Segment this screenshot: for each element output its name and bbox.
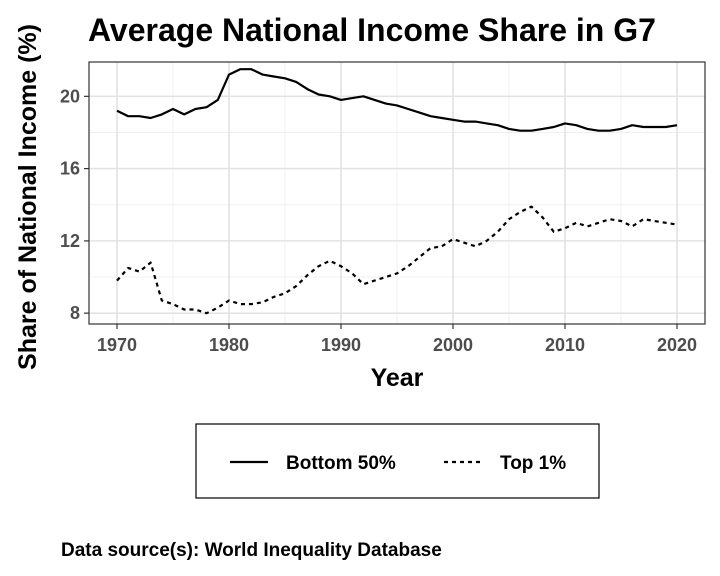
x-axis-ticks: 1970 1980 1990 2000 2010 2020 [97, 324, 697, 355]
chart-title: Average National Income Share in G7 [88, 12, 656, 48]
data-source-note: Data source(s): World Inequality Databas… [61, 540, 442, 561]
legend-label-bottom-50: Bottom 50% [286, 453, 396, 474]
gridlines [89, 62, 705, 324]
plot-panel-border [88, 61, 706, 325]
y-axis-ticks: 8 12 16 20 [60, 86, 89, 323]
x-tick-label: 1980 [209, 335, 249, 355]
series-lines [116, 68, 678, 315]
y-axis-title: Share of National Income (%) [14, 24, 42, 370]
x-tick-label: 1990 [321, 335, 361, 355]
x-tick-label: 2000 [433, 335, 473, 355]
x-tick-label: 2010 [545, 335, 585, 355]
legend-label-top-1: Top 1% [500, 453, 566, 474]
x-tick-label: 2020 [657, 335, 697, 355]
y-tick-label: 16 [60, 159, 80, 179]
x-tick-label: 1970 [97, 335, 137, 355]
series-line-top-1 [116, 205, 678, 315]
legend: Bottom 50% Top 1% [195, 423, 600, 499]
y-tick-label: 8 [70, 303, 80, 323]
y-tick-label: 20 [60, 86, 80, 106]
series-line-bottom-50 [116, 68, 678, 132]
x-axis-title: Year [371, 364, 424, 392]
y-tick-label: 12 [60, 231, 80, 251]
